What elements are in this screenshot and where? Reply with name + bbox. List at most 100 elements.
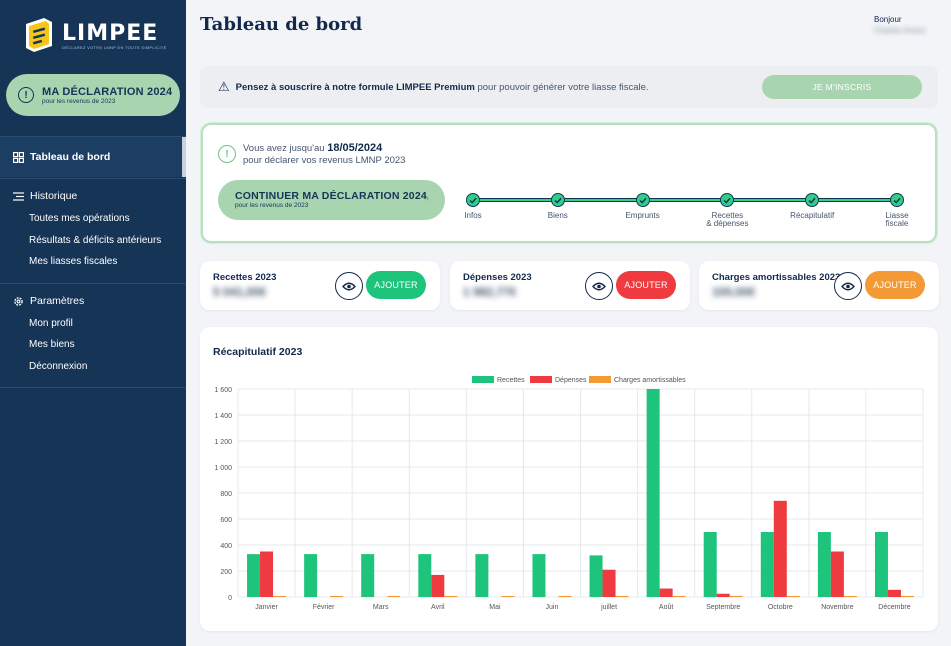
bar-recettes (817, 532, 831, 597)
divider (0, 178, 186, 179)
progress-step-label: Récapitulatif (790, 211, 835, 220)
view-depreciable-button[interactable] (834, 272, 862, 300)
card-title: Dépenses 2023 (463, 272, 532, 283)
divider (0, 283, 186, 284)
bar-charges-amortissables (387, 595, 401, 597)
sidebar: LIMPEE DÉCLAREZ VOTRE LMNP EN TOUTE SIMP… (0, 0, 186, 646)
x-tick-label: Octobre (768, 604, 793, 611)
bar-dépenses (602, 569, 616, 597)
progress-step-label: Biens (547, 211, 568, 220)
logo[interactable]: LIMPEE DÉCLAREZ VOTRE LMNP EN TOUTE SIMP… (22, 14, 166, 58)
check-icon (808, 197, 816, 204)
bar-recettes (874, 532, 888, 597)
sidebar-item-profile[interactable]: Mon profil (29, 318, 73, 329)
sidebar-item-history[interactable]: Historique (13, 190, 77, 202)
recap-card: Récapitulatif 2023 0 200 400 600 800 1 000 1 2… (200, 327, 938, 631)
bar-recettes (475, 554, 489, 597)
sidebar-item-tax-bundles[interactable]: Mes liasses fiscales (29, 256, 118, 267)
bar-charges-amortissables (786, 595, 800, 597)
progress-step[interactable] (550, 193, 565, 207)
bar-charges-amortissables (558, 595, 572, 597)
logo-icon (22, 16, 56, 56)
bar-dépenses (659, 588, 673, 597)
progress-step[interactable] (466, 193, 480, 207)
bar-charges-amortissables (843, 595, 857, 597)
progress-step-label: Liasse fiscale (885, 211, 909, 228)
bar-recettes (589, 555, 603, 597)
check-icon (639, 197, 647, 204)
y-tick-label: 600 (220, 517, 232, 524)
bar-charges-amortissables (900, 595, 914, 597)
list-icon (13, 191, 24, 201)
bar-charges-amortissables (330, 595, 344, 597)
card-title: Recettes 2023 (213, 272, 277, 283)
x-tick-label: Avril (431, 604, 445, 611)
add-income-button[interactable]: AJOUTER (366, 271, 426, 299)
greeting: Bonjour (874, 15, 902, 24)
eye-icon (841, 282, 855, 290)
add-depreciable-button[interactable]: AJOUTER (865, 271, 925, 299)
y-tick-label: 1 400 (214, 413, 232, 420)
check-icon (723, 197, 731, 204)
bar-recettes (304, 554, 318, 597)
bar-charges-amortissables (729, 595, 743, 597)
chevron-right-icon: › (165, 88, 168, 98)
recap-chart: 0 200 400 600 800 1 000 1 200 1 400 1 600 Janvier… (214, 376, 924, 611)
progress-step[interactable] (805, 193, 820, 207)
bar-dépenses (830, 551, 844, 597)
bar-charges-amortissables (672, 595, 686, 597)
sidebar-item-logout[interactable]: Déconnexion (29, 361, 88, 372)
check-icon (469, 197, 477, 204)
card-value: 1 982,77€ (463, 285, 517, 299)
my-declaration-button[interactable]: ! MA DÉCLARATION 2024 pour les revenus d… (6, 74, 180, 116)
divider (0, 136, 186, 137)
bar-recettes (418, 554, 432, 597)
brand-tagline: DÉCLAREZ VOTRE LMNP EN TOUTE SIMPLICITÉ (62, 44, 167, 50)
bar-charges-amortissables (615, 595, 629, 597)
brand-name: LIMPEE (62, 20, 159, 46)
bar-recettes (760, 532, 774, 597)
banner-message: Pensez à souscrire à notre formule LIMPE… (235, 81, 649, 93)
x-tick-label: Décembre (878, 604, 910, 611)
recap-title: Récapitulatif 2023 (213, 346, 303, 358)
bar-recettes (532, 554, 546, 597)
sidebar-item-all-operations[interactable]: Toutes mes opérations (29, 213, 130, 224)
x-tick-label: Novembre (821, 604, 853, 611)
progress-step-label: Infos (464, 211, 482, 220)
eye-icon (592, 282, 606, 290)
progress-step[interactable] (635, 193, 650, 207)
warning-icon: ⚠ (218, 79, 230, 94)
x-tick-label: Janvier (255, 604, 278, 611)
gear-icon (14, 296, 23, 306)
card-value: 100,00€ (712, 285, 756, 299)
info-icon: ! (18, 87, 34, 103)
premium-banner: ⚠ Pensez à souscrire à notre formule LIM… (200, 66, 938, 108)
declaration-subtitle: pour les revenus de 2023 (42, 97, 116, 105)
bar-dépenses (887, 589, 901, 597)
sidebar-item-label: Tableau de bord (30, 151, 111, 163)
add-expense-button[interactable]: AJOUTER (616, 271, 676, 299)
legend-swatch (589, 376, 611, 383)
sidebar-item-settings[interactable]: Paramètres (13, 295, 84, 307)
progress-step[interactable] (720, 193, 735, 207)
progress-step-label: Recettes & dépenses (706, 211, 749, 228)
expenses-card: Dépenses 2023 1 982,77€ AJOUTER (450, 261, 690, 310)
x-tick-label: Mars (373, 604, 389, 611)
progress-step[interactable] (890, 193, 904, 207)
subscribe-button[interactable]: JE M'INSCRIS (762, 75, 922, 99)
view-expenses-button[interactable] (585, 272, 613, 300)
sidebar-item-previous-results[interactable]: Résultats & déficits antérieurs (29, 235, 162, 246)
progress-fill (473, 199, 897, 201)
view-income-button[interactable] (335, 272, 363, 300)
income-card: Recettes 2023 5 041,00€ AJOUTER (200, 261, 440, 310)
sidebar-item-dashboard[interactable]: Tableau de bord (0, 137, 186, 177)
check-icon (554, 197, 562, 204)
deadline-text: Vous avez jusqu'au 18/05/2024 (243, 142, 383, 154)
depreciable-card: Charges amortissables 2023 100,00€ AJOUT… (699, 261, 939, 310)
bar-charges-amortissables (444, 595, 458, 597)
sidebar-item-properties[interactable]: Mes biens (29, 339, 75, 350)
continue-declaration-button[interactable]: CONTINUER MA DÉCLARATION 2024 pour les r… (218, 180, 445, 220)
legend-swatch (472, 376, 494, 383)
y-tick-label: 400 (220, 543, 232, 550)
y-tick-label: 200 (220, 569, 232, 576)
